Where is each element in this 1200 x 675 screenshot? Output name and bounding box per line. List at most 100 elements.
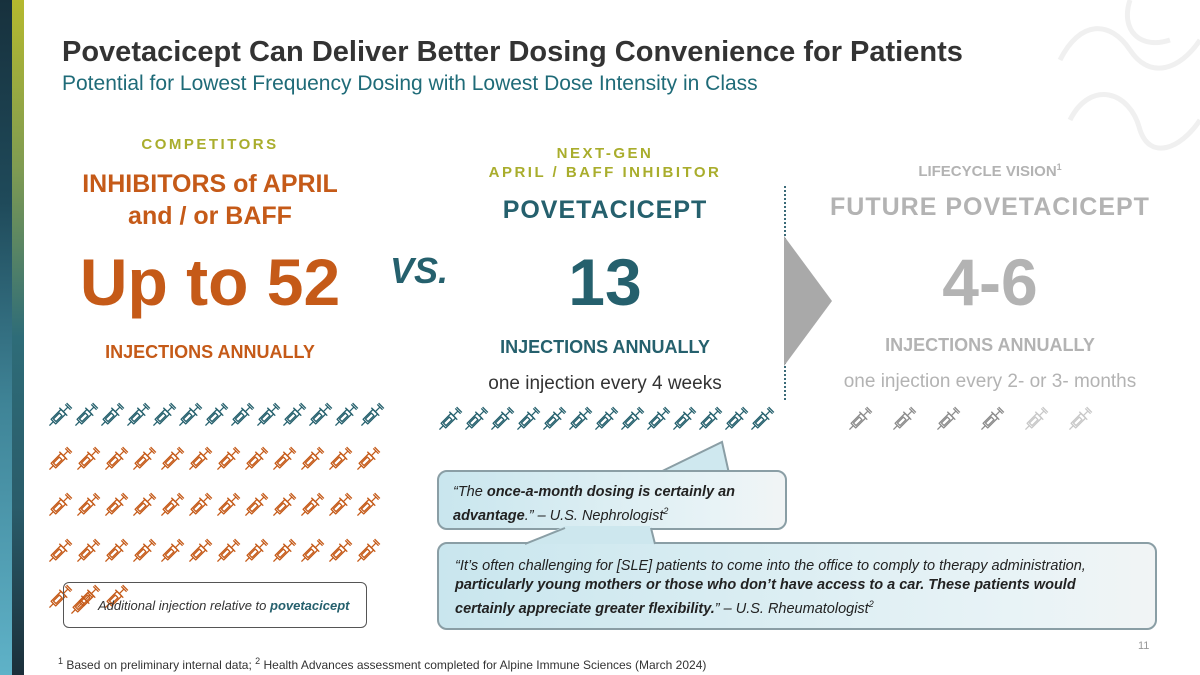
competitors-unit: INJECTIONS ANNUALLY <box>105 342 315 362</box>
syringe-icon <box>216 446 241 471</box>
competitors-name-line1: INHIBITORS of APRIL <box>82 170 338 198</box>
syringe-icon <box>188 538 213 563</box>
syringe-icon <box>160 446 185 471</box>
legend-text: Additional injection relative to povetac… <box>98 597 350 613</box>
syringe-icon <box>104 446 129 471</box>
nextgen-unit: INJECTIONS ANNUALLY <box>500 337 710 357</box>
syringe-icon <box>300 446 325 471</box>
competitors-name-line2: and / or BAFF <box>128 202 292 230</box>
syringe-icon <box>360 402 385 427</box>
lifecycle-frequency: one injection every 2- or 3- months <box>843 371 1137 392</box>
syringe-icon <box>272 492 297 517</box>
syringe-icon <box>132 446 157 471</box>
syringe-icon <box>70 590 95 614</box>
syringe-icon <box>724 406 749 431</box>
vs-label: VS. <box>390 250 449 291</box>
syringe-icon <box>216 538 241 563</box>
syringe-icon <box>104 492 129 517</box>
nextgen-label: NEXT-GEN APRIL / BAFF INHIBITOR <box>488 145 722 181</box>
quote-rheumatologist: “It’s often challenging for [SLE] patien… <box>437 542 1157 630</box>
molecule-watermark-icon <box>1057 0 1200 151</box>
syringe-icon <box>356 446 381 471</box>
page-subtitle: Potential for Lowest Frequency Dosing wi… <box>62 72 758 95</box>
syringe-icon <box>464 406 489 431</box>
syringe-icon <box>272 446 297 471</box>
syringe-icon <box>646 406 671 431</box>
quote-nephrologist: “The once-a-month dosing is certainly an… <box>437 470 787 530</box>
lifecycle-number: 4-6 <box>942 245 1038 319</box>
syringe-icon <box>848 406 873 431</box>
syringe-icon <box>76 446 101 471</box>
syringe-icon <box>542 406 567 431</box>
syringe-icon <box>132 538 157 563</box>
lifecycle-injection-grid <box>846 402 1094 436</box>
decorative-bar-accent <box>12 0 24 675</box>
page-number: 11 <box>1138 640 1150 652</box>
callout-pointer-2 <box>525 526 656 545</box>
legend-box: Additional injection relative to povetac… <box>63 582 367 628</box>
syringe-icon <box>216 492 241 517</box>
competitors-injection-grid <box>46 398 391 614</box>
nextgen-name: POVETACICEPT <box>502 196 708 224</box>
syringe-icon <box>178 402 203 427</box>
syringe-icon <box>132 492 157 517</box>
syringe-icon <box>48 492 73 517</box>
syringe-icon <box>594 406 619 431</box>
syringe-icon <box>1024 406 1049 431</box>
syringe-icon <box>76 538 101 563</box>
syringe-icon <box>980 406 1005 431</box>
syringe-icon <box>204 402 229 427</box>
syringe-icon <box>160 492 185 517</box>
decorative-bar <box>0 0 12 675</box>
syringe-icon <box>244 492 269 517</box>
arrow-right-icon <box>784 236 832 366</box>
syringe-icon <box>188 492 213 517</box>
syringe-icon <box>568 406 593 431</box>
lifecycle-name: FUTURE POVETACICEPT <box>830 193 1150 221</box>
syringe-icon <box>188 446 213 471</box>
syringe-icon <box>1068 406 1093 431</box>
competitors-number: Up to 52 <box>79 245 341 319</box>
nextgen-frequency: one injection every 4 weeks <box>488 373 722 394</box>
syringe-icon <box>74 402 99 427</box>
syringe-icon <box>308 402 333 427</box>
competitors-name: INHIBITORS of APRIL and / or BAFF <box>50 168 370 232</box>
lifecycle-unit: INJECTIONS ANNUALLY <box>885 335 1095 355</box>
syringe-icon <box>272 538 297 563</box>
footnote: 1 Based on preliminary internal data; 2 … <box>58 656 707 672</box>
nextgen-injection-grid <box>436 402 775 436</box>
page-title: Povetacicept Can Deliver Better Dosing C… <box>62 36 963 68</box>
syringe-icon <box>48 402 73 427</box>
syringe-icon <box>48 584 73 609</box>
syringe-icon <box>104 538 129 563</box>
syringe-icon <box>244 538 269 563</box>
syringe-icon <box>328 492 353 517</box>
syringe-icon <box>160 538 185 563</box>
syringe-icon <box>76 492 101 517</box>
syringe-icon <box>356 492 381 517</box>
syringe-icon <box>620 406 645 431</box>
nextgen-number: 13 <box>568 245 642 319</box>
syringe-icon <box>328 538 353 563</box>
syringe-icon <box>356 538 381 563</box>
syringe-icon <box>490 406 515 431</box>
syringe-icon <box>516 406 541 431</box>
syringe-icon <box>230 402 255 427</box>
syringe-icon <box>100 402 125 427</box>
syringe-icon <box>152 402 177 427</box>
syringe-icon <box>328 446 353 471</box>
syringe-icon <box>892 406 917 431</box>
syringe-icon <box>282 402 307 427</box>
syringe-icon <box>698 406 723 431</box>
syringe-icon <box>48 446 73 471</box>
syringe-icon <box>300 538 325 563</box>
syringe-icon <box>438 406 463 431</box>
competitors-label: COMPETITORS <box>141 136 279 153</box>
syringe-icon <box>936 406 961 431</box>
syringe-icon <box>334 402 359 427</box>
syringe-icon <box>48 538 73 563</box>
syringe-icon <box>104 584 129 609</box>
syringe-icon <box>300 492 325 517</box>
lifecycle-label: LIFECYCLE VISION1 <box>918 162 1062 180</box>
syringe-icon <box>672 406 697 431</box>
